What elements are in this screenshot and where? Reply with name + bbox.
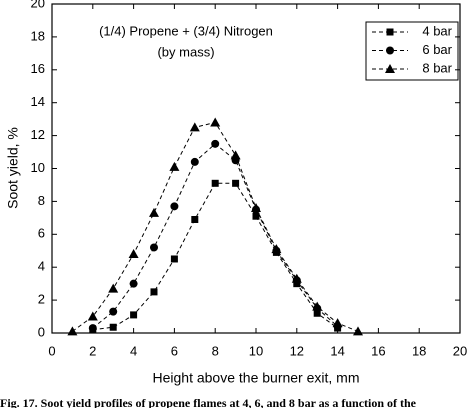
marker <box>211 179 219 187</box>
marker <box>313 309 321 317</box>
series-line <box>72 121 359 332</box>
x-tick-label: 12 <box>290 343 304 358</box>
marker <box>130 311 138 319</box>
legend-label: 4 bar <box>422 23 452 38</box>
y-tick-label: 10 <box>31 160 45 175</box>
marker <box>87 311 98 321</box>
x-tick-label: 6 <box>171 343 178 358</box>
x-tick-label: 4 <box>130 343 137 358</box>
marker <box>88 324 97 333</box>
marker <box>211 139 220 148</box>
marker <box>109 323 117 331</box>
marker <box>109 307 118 316</box>
legend-marker <box>386 28 394 36</box>
marker <box>128 249 139 259</box>
x-axis-label: Height above the burner exit, mm <box>153 370 360 386</box>
annotation: (by mass) <box>157 44 214 59</box>
y-tick-label: 4 <box>38 259 45 274</box>
y-tick-label: 12 <box>31 127 45 142</box>
marker <box>251 202 261 212</box>
x-tick-label: 2 <box>89 343 96 358</box>
marker <box>191 215 199 223</box>
marker <box>169 161 180 171</box>
y-tick-label: 14 <box>31 94 45 109</box>
marker <box>189 122 200 132</box>
legend-label: 8 bar <box>422 60 452 75</box>
y-tick-label: 18 <box>31 28 45 43</box>
marker <box>332 318 343 328</box>
y-tick-label: 6 <box>38 226 45 241</box>
y-tick-label: 8 <box>38 193 45 208</box>
x-tick-label: 20 <box>453 343 467 358</box>
series-line <box>92 143 338 329</box>
legend-label: 6 bar <box>422 42 452 57</box>
x-tick-label: 18 <box>412 343 426 358</box>
x-tick-label: 14 <box>330 343 344 358</box>
marker <box>353 326 363 336</box>
x-tick-label: 16 <box>371 343 385 358</box>
x-tick-label: 0 <box>48 343 55 358</box>
x-tick-label: 8 <box>212 343 219 358</box>
marker <box>271 244 282 254</box>
y-tick-label: 20 <box>31 0 45 10</box>
marker <box>210 117 221 127</box>
annotation: (1/4) Propene + (3/4) Nitrogen <box>99 23 273 38</box>
x-tick-label: 10 <box>249 343 263 358</box>
y-axis-label: Soot yield, % <box>5 127 21 209</box>
legend-marker <box>385 64 395 73</box>
marker <box>129 279 138 288</box>
marker <box>232 179 240 187</box>
marker <box>108 283 119 293</box>
marker <box>170 255 178 263</box>
marker <box>190 157 199 166</box>
legend-marker <box>386 46 394 55</box>
marker <box>312 301 323 311</box>
y-tick-label: 16 <box>31 61 45 76</box>
marker <box>252 212 260 220</box>
marker <box>67 326 78 336</box>
marker <box>150 243 158 252</box>
marker <box>150 288 158 296</box>
marker <box>291 273 302 283</box>
caption: Fig. 17. Soot yield profiles of propene … <box>0 396 417 408</box>
y-tick-label: 0 <box>38 324 45 339</box>
y-tick-label: 2 <box>38 292 45 307</box>
marker <box>170 202 179 211</box>
marker <box>230 150 241 160</box>
marker <box>149 207 159 217</box>
